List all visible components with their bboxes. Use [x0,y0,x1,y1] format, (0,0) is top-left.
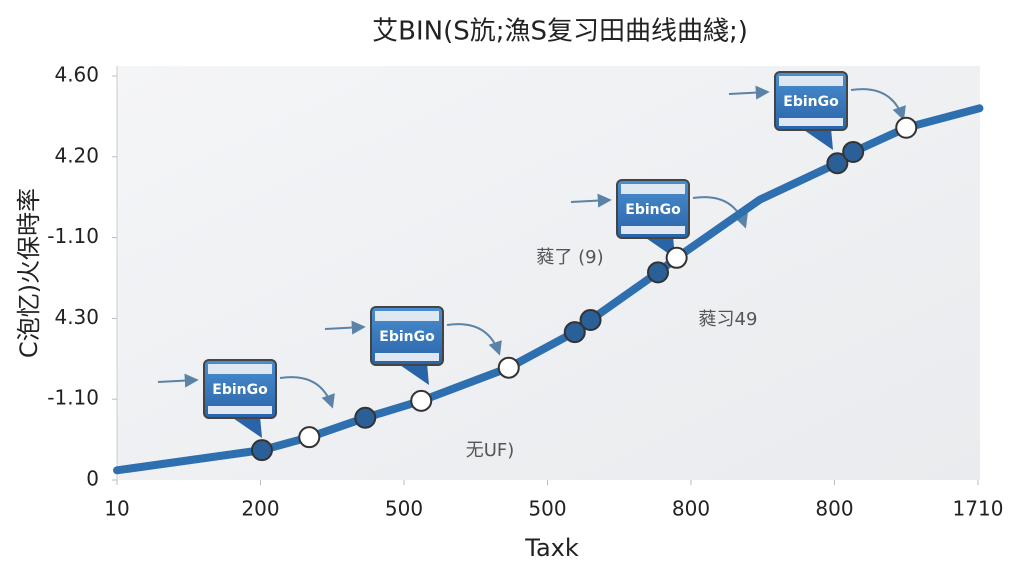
x-tick-label: 800 [815,497,853,521]
x-tick-label: 800 [672,497,710,521]
arrow [692,196,748,229]
arrow [279,376,335,409]
x-axis-label: Taxk [524,534,579,562]
y-tick-label: 0 [86,467,99,491]
point [579,309,602,332]
card-pointer [801,128,833,150]
x-tick-label: 200 [241,497,279,521]
arrow [157,373,199,388]
point [410,389,433,412]
point [665,246,688,269]
annotation: 无UF) [466,440,515,461]
arrow [446,323,502,356]
point [298,426,321,449]
annotation: 蕤了 (9) [536,247,603,268]
point [842,140,865,163]
point [250,439,273,462]
card-pointer [397,363,429,385]
x-tick-label: 500 [385,497,423,521]
card [203,359,277,419]
point [646,261,669,284]
card-header [779,76,843,86]
card [370,306,444,366]
arrow [324,320,366,335]
arrow [728,85,770,100]
y-tick-label: -1.10 [47,224,99,248]
x-tick-label: 1710 [953,497,1004,521]
point [826,152,849,175]
annotation: 蕤习49 [699,309,758,330]
card-text: EbinGo [625,202,681,218]
card-pointer [643,236,675,258]
card-footer [621,226,685,234]
point [563,321,586,344]
y-tick-label: 4.20 [54,143,99,167]
arrow [850,88,906,121]
y-tick-label: -1.10 [47,386,99,410]
point [497,356,520,379]
point [895,116,918,139]
card-header [621,184,685,194]
card-footer [375,353,439,361]
card [774,71,848,131]
chart-title: 艾BIN(S斻;漁S复习田曲线曲綫;) [372,17,748,47]
point [354,406,377,429]
arrow [570,193,612,208]
card-text: EbinGo [783,94,839,110]
card-header [208,364,272,374]
card-footer [779,118,843,126]
y-tick-label: 4.60 [54,63,99,87]
x-tick-label: 500 [528,497,566,521]
card-text: EbinGo [379,329,435,345]
y-axis-label: C泡忆)火保時率 [15,188,43,358]
x-tick-label: 10 [104,497,129,521]
y-tick-label: 4.30 [54,305,99,329]
card-pointer [230,416,262,438]
card [616,179,690,239]
card-footer [208,406,272,414]
card-text: EbinGo [212,382,268,398]
card-header [375,311,439,321]
